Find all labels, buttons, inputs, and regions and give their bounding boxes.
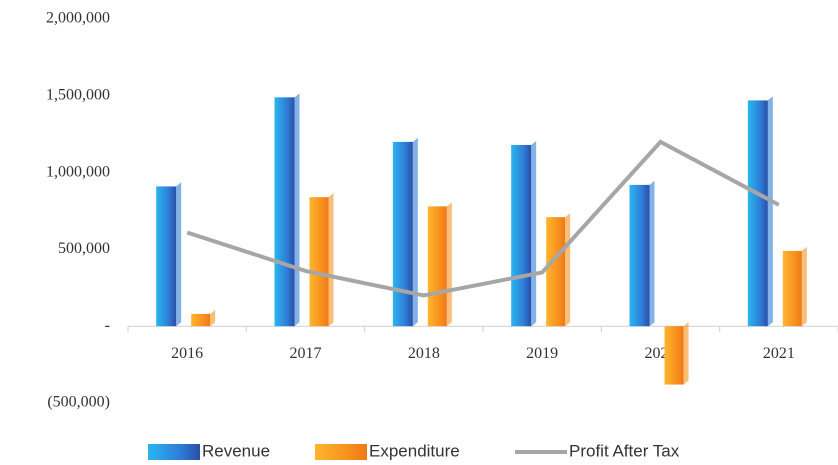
bar-side (210, 309, 216, 327)
bar (309, 197, 329, 327)
bar (664, 326, 684, 385)
x-tick-label: 2017 (290, 345, 322, 362)
bar-side (176, 182, 182, 327)
bar (156, 186, 177, 327)
bar-side (294, 93, 300, 327)
bar-side (565, 213, 571, 327)
x-tick-label: 2019 (526, 345, 558, 362)
bar (629, 184, 650, 327)
legend-label: Profit After Tax (569, 441, 680, 460)
bar-side (767, 96, 773, 327)
y-tick-label: (500,000) (47, 394, 110, 411)
bar (392, 141, 413, 327)
bar (782, 250, 802, 327)
bar (427, 206, 447, 327)
legend-swatch (148, 444, 200, 460)
bar-side (446, 202, 452, 327)
y-tick-label: - (105, 317, 110, 334)
x-tick-label: 2018 (408, 345, 440, 362)
y-tick-label: 1,000,000 (46, 163, 110, 180)
bar-side (801, 246, 807, 327)
line (186, 139, 780, 298)
y-tick-label: 1,500,000 (46, 86, 110, 103)
legend-label: Revenue (202, 441, 270, 460)
bar (274, 97, 295, 327)
legend-label: Expenditure (369, 441, 460, 460)
bar-side (683, 322, 689, 385)
bar-side (412, 137, 418, 327)
bar-side (649, 180, 655, 327)
y-tick-label: 2,000,000 (46, 10, 110, 27)
x-tick-label: 2016 (171, 345, 203, 362)
bar (191, 313, 211, 327)
legend-swatch (315, 444, 367, 460)
y-tick-label: 500,000 (58, 240, 110, 257)
bar (546, 217, 566, 327)
bar (511, 144, 532, 327)
bar-side (531, 140, 537, 327)
bar (747, 100, 768, 327)
x-tick-label: 2021 (763, 345, 795, 362)
bar-side (328, 193, 334, 327)
